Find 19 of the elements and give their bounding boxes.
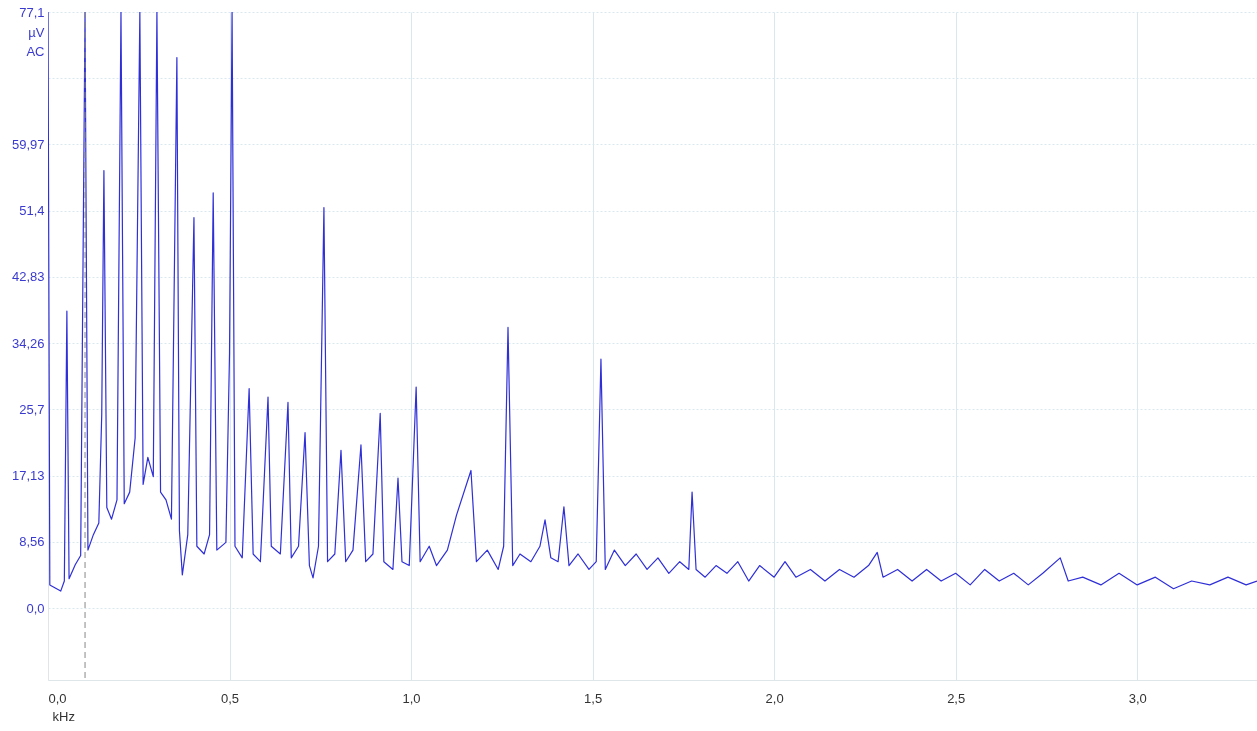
y-axis-title: µV AC: [26, 24, 45, 59]
x-tick-label: 2,0: [765, 690, 784, 706]
x-tick-label: 2,5: [947, 690, 966, 706]
y-tick-label: 8,56: [19, 534, 45, 550]
x-tick-label: 0,5: [220, 690, 240, 706]
x-tick-label: 0,0: [48, 690, 67, 706]
line-series: [48, 12, 1257, 592]
x-tick-label: 1,5: [584, 690, 603, 706]
y-tick-label: 59,97: [11, 136, 45, 152]
y-tick-label: 17,13: [11, 468, 45, 484]
y-tick-label: 51,4: [19, 203, 45, 219]
y-tick-label: 0,0: [26, 600, 45, 616]
y-tick-label: 25,7: [19, 401, 45, 417]
y-tick-label: 42,83: [11, 269, 45, 285]
y-tick-label: 34,26: [11, 335, 45, 351]
x-tick-label: 1,0: [402, 690, 421, 706]
x-axis-title: kHz: [52, 708, 75, 724]
x-tick-label: 3,0: [1128, 690, 1147, 706]
y-tick-label: 77,1: [19, 4, 45, 20]
